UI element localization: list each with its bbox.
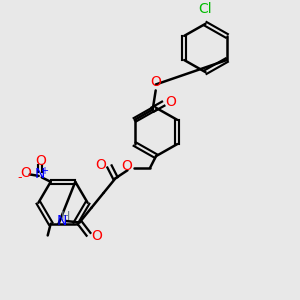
- Text: O: O: [150, 75, 161, 89]
- Text: O: O: [35, 154, 46, 168]
- Text: Cl: Cl: [199, 2, 212, 16]
- Text: O: O: [166, 95, 176, 109]
- Text: O: O: [96, 158, 106, 172]
- Text: +: +: [40, 166, 48, 176]
- Text: H: H: [60, 210, 70, 223]
- Text: -: -: [18, 171, 22, 184]
- Text: N: N: [35, 167, 45, 181]
- Text: O: O: [121, 160, 132, 173]
- Text: N: N: [56, 214, 67, 228]
- Text: O: O: [92, 229, 102, 243]
- Text: O: O: [20, 166, 31, 180]
